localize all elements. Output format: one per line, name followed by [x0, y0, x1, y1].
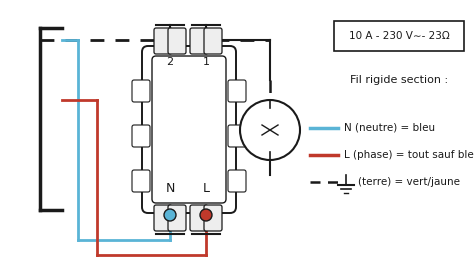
- FancyBboxPatch shape: [334, 21, 464, 51]
- FancyBboxPatch shape: [204, 205, 222, 231]
- Circle shape: [200, 209, 212, 221]
- Text: 10 A - 230 V∼- 23Ω: 10 A - 230 V∼- 23Ω: [348, 31, 449, 41]
- Text: L (phase) = tout sauf bleu é: L (phase) = tout sauf bleu é: [344, 150, 474, 160]
- FancyBboxPatch shape: [152, 56, 226, 203]
- Text: (terre) = vert/jaune: (terre) = vert/jaune: [358, 177, 460, 187]
- FancyBboxPatch shape: [228, 170, 246, 192]
- FancyBboxPatch shape: [154, 28, 172, 54]
- FancyBboxPatch shape: [228, 125, 246, 147]
- Circle shape: [240, 100, 300, 160]
- Circle shape: [164, 209, 176, 221]
- Text: L: L: [202, 182, 210, 196]
- Text: 2: 2: [166, 57, 173, 67]
- FancyBboxPatch shape: [132, 170, 150, 192]
- FancyBboxPatch shape: [190, 205, 208, 231]
- FancyBboxPatch shape: [204, 28, 222, 54]
- FancyBboxPatch shape: [168, 205, 186, 231]
- Text: N: N: [165, 182, 175, 196]
- FancyBboxPatch shape: [168, 28, 186, 54]
- FancyBboxPatch shape: [132, 80, 150, 102]
- FancyBboxPatch shape: [154, 205, 172, 231]
- Text: Fil rigide section :: Fil rigide section :: [350, 75, 448, 85]
- FancyBboxPatch shape: [190, 28, 208, 54]
- FancyBboxPatch shape: [228, 80, 246, 102]
- Text: 1: 1: [202, 57, 210, 67]
- Text: N (neutre) = bleu: N (neutre) = bleu: [344, 123, 435, 133]
- FancyBboxPatch shape: [142, 46, 236, 213]
- FancyBboxPatch shape: [132, 125, 150, 147]
